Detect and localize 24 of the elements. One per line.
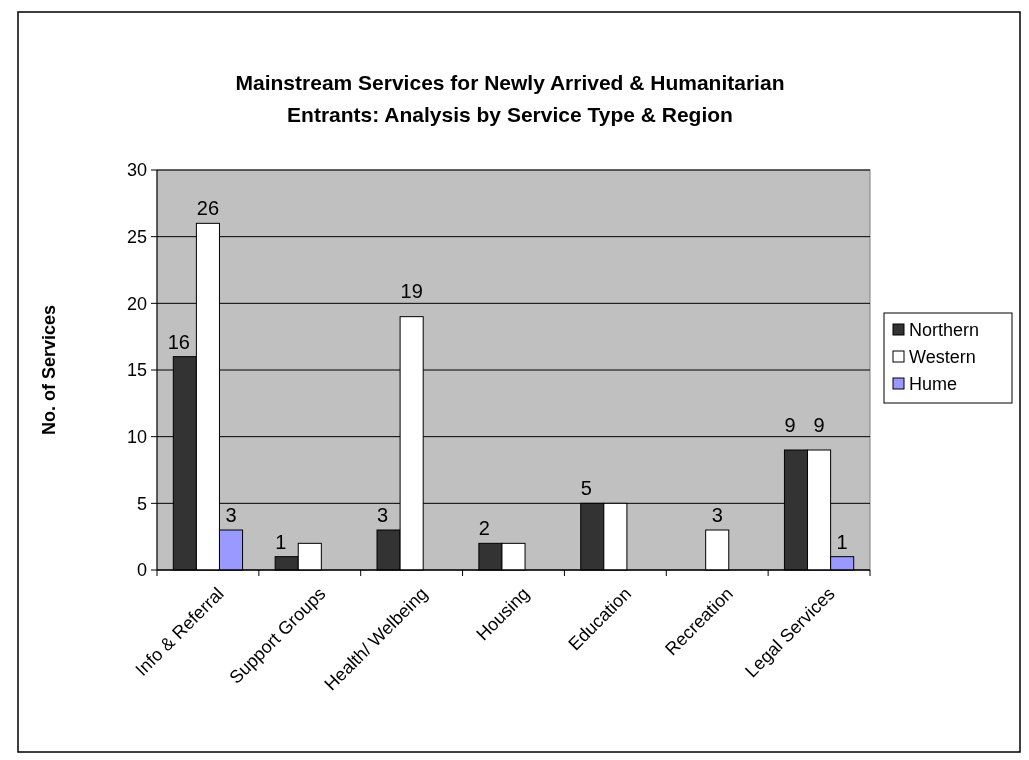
- data-label: 9: [813, 413, 825, 436]
- data-label: 3: [711, 504, 723, 526]
- chart-title: Mainstream Services for Newly Arrived & Humanitarian Entrants: Analysis by Service Type & Region: [235, 71, 785, 126]
- data-label: 1: [836, 530, 848, 553]
- y-tick-label: 20: [126, 293, 147, 314]
- y-axis-title: No. of Services: [39, 304, 59, 436]
- data-label: 1: [275, 530, 287, 553]
- data-label: 16: [167, 330, 190, 353]
- y-tick-label: 25: [126, 226, 147, 247]
- y-tick-label: 30: [126, 160, 147, 181]
- legend-label: Western: [909, 347, 976, 368]
- data-label: 19: [400, 280, 423, 303]
- data-label: 9: [784, 413, 796, 436]
- y-tick-label: 0: [136, 560, 147, 581]
- y-tick-label: 10: [126, 426, 147, 447]
- data-label: 3: [376, 504, 389, 526]
- legend-label: Northern: [909, 320, 980, 341]
- y-tick-label: 5: [136, 493, 147, 514]
- data-label: 3: [225, 504, 237, 526]
- data-label: 2: [478, 517, 490, 540]
- data-label: 26: [196, 197, 220, 220]
- data-label: 5: [580, 477, 592, 500]
- y-tick-label: 15: [126, 360, 147, 381]
- legend-label: Hume: [909, 374, 958, 395]
